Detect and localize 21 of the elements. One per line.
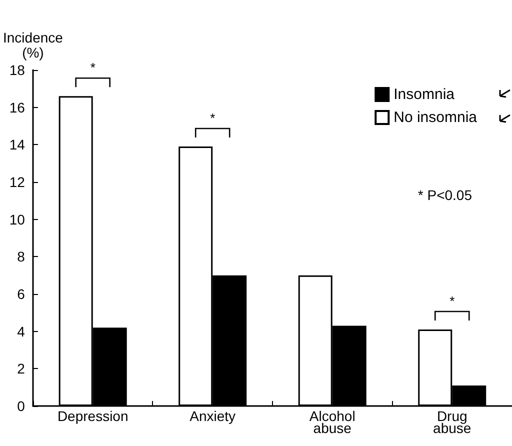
legend-label: No insomnia <box>394 109 478 126</box>
x-tick-label: Alcohol abuse <box>309 408 356 436</box>
y-axis-title: Incidence (%) <box>2 30 64 60</box>
y-tick-label: 18 <box>9 62 26 78</box>
y-tick-label: 8 <box>17 248 26 265</box>
annotation: * P<0.05 <box>418 187 472 203</box>
y-tick-label: 14 <box>9 136 26 153</box>
y-tick-label: 2 <box>17 360 26 377</box>
annotation: * <box>90 60 96 76</box>
y-tick-label: 0 <box>17 398 26 414</box>
legend-label: Insomnia <box>394 86 456 103</box>
x-tick-label: Drug abuse <box>433 408 472 436</box>
x-tick-label: Depression <box>57 408 128 424</box>
annotation: * <box>210 110 216 126</box>
y-tick-label: 16 <box>9 99 26 116</box>
y-tick-label: 6 <box>17 286 26 302</box>
y-tick-label: 12 <box>9 174 26 190</box>
y-tick-label: 4 <box>17 323 26 340</box>
x-tick-label: Anxiety <box>190 408 236 424</box>
y-tick-label: 10 <box>9 211 26 228</box>
annotation: * <box>450 293 455 308</box>
